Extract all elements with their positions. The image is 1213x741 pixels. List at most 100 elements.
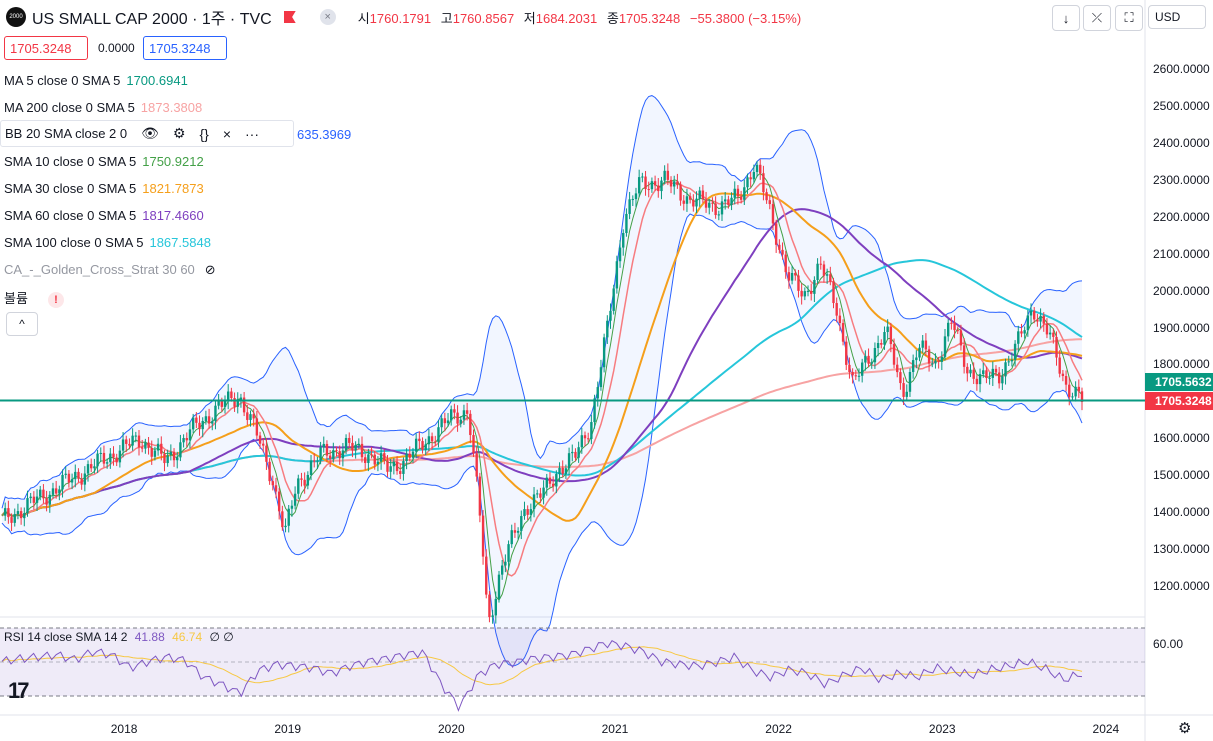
candle	[1064, 370, 1068, 392]
price-axis-label: 2400.0000	[1153, 135, 1210, 150]
candle	[768, 194, 771, 210]
close-value: 1705.3248	[618, 10, 681, 26]
candle	[991, 361, 994, 387]
legend-collapse-button[interactable]: ^	[6, 312, 38, 336]
candle	[641, 172, 644, 183]
candle	[430, 432, 434, 450]
legend-strategy[interactable]: CA_-_Golden_Cross_Strat 30 60 ⊘	[4, 262, 216, 278]
candle	[743, 179, 746, 205]
sell-price-box[interactable]: 1705.3248	[4, 36, 88, 60]
candle	[943, 328, 947, 361]
candle	[211, 417, 214, 431]
candle	[121, 432, 125, 458]
candle	[258, 431, 262, 449]
candle	[316, 456, 319, 469]
gear-icon[interactable]: ⚙	[172, 125, 186, 141]
currency-selector[interactable]: USD	[1148, 5, 1206, 29]
candle	[459, 416, 462, 428]
candle	[612, 284, 615, 315]
candle	[682, 195, 685, 211]
candle	[54, 480, 58, 499]
candle	[510, 524, 513, 548]
legend-volume[interactable]: 볼륨!	[4, 288, 64, 308]
candle	[131, 428, 134, 451]
candle	[169, 444, 173, 461]
candle	[848, 357, 851, 379]
candle	[803, 287, 807, 301]
down-arrow-button[interactable]: ↓	[1052, 5, 1080, 31]
candle	[1036, 313, 1039, 327]
candle	[985, 366, 988, 384]
settings-icon[interactable]: ⚙	[1178, 720, 1192, 737]
candle	[606, 315, 609, 345]
candle	[679, 181, 682, 206]
collapse-button[interactable]: ⤫	[1083, 5, 1111, 31]
code-icon[interactable]: {}	[199, 125, 209, 142]
legend-sma10[interactable]: SMA 10 close 0 SMA 5 1750.9212	[4, 154, 204, 169]
symbol-title[interactable]: US SMALL CAP 2000 · 1주 · TVC	[32, 11, 272, 28]
candle	[1042, 312, 1045, 332]
candle	[714, 196, 717, 219]
candle	[262, 438, 265, 453]
legend-label: BB 20 SMA close 2 0	[5, 126, 128, 141]
candle	[51, 482, 55, 499]
remove-icon[interactable]: ×	[222, 125, 232, 142]
candle	[781, 242, 784, 260]
bb-fill	[2, 95, 1082, 666]
legend-bb[interactable]: BB 20 SMA close 2 0 👁 ⚙ {} × ···	[0, 120, 294, 147]
more-icon[interactable]: ···	[245, 125, 260, 142]
candle	[383, 449, 386, 465]
bb-upper-line	[1, 95, 1083, 509]
candle	[102, 445, 106, 468]
legend-sma30[interactable]: SMA 30 close 0 SMA 5 1821.7873	[4, 181, 204, 196]
candle	[1001, 368, 1004, 390]
candle	[77, 468, 80, 483]
candle	[551, 476, 555, 492]
fullscreen-button[interactable]: ⛶	[1115, 5, 1143, 31]
candle	[472, 429, 475, 457]
candle	[271, 475, 274, 491]
candle	[246, 404, 249, 426]
candle	[191, 413, 195, 434]
candle	[972, 362, 975, 385]
price-axis-label: 2000.0000	[1153, 283, 1210, 298]
legend-ma200[interactable]: MA 200 close 0 SMA 5 1873.3808	[4, 100, 202, 115]
candle	[555, 470, 558, 494]
candle	[736, 185, 740, 205]
eye-icon[interactable]: 👁	[141, 125, 159, 141]
candle	[39, 485, 42, 501]
candle	[1004, 358, 1007, 385]
hidden-eye-icon[interactable]: ⊘	[204, 262, 216, 277]
rsi-legend[interactable]: RSI 14 close SMA 14 2 41.88 46.74 ∅ ∅	[4, 630, 234, 644]
candle	[456, 405, 459, 432]
candle	[450, 405, 453, 426]
flag-icon[interactable]	[283, 11, 296, 23]
candle	[634, 187, 638, 208]
candle	[876, 335, 880, 357]
collapse-icon: ⤫	[1091, 10, 1103, 25]
candle	[357, 438, 361, 449]
warning-icon[interactable]: !	[47, 292, 64, 308]
legend-sma100[interactable]: SMA 100 close 0 SMA 5 1867.5848	[4, 235, 211, 250]
candle	[290, 500, 294, 517]
candle	[373, 450, 376, 470]
candle	[615, 255, 619, 294]
candle	[886, 319, 889, 339]
close-icon[interactable]: ×	[319, 9, 336, 25]
candle	[586, 432, 590, 443]
legend-label: SMA 60 close 0 SMA 5	[4, 208, 137, 223]
legend-ma5[interactable]: MA 5 close 0 SMA 5 1700.6941	[4, 73, 188, 88]
candle	[596, 381, 599, 407]
legend-sma60[interactable]: SMA 60 close 0 SMA 5 1817.4660	[4, 208, 204, 223]
buy-price-box[interactable]: 1705.3248	[143, 36, 227, 60]
candle	[7, 500, 10, 524]
tradingview-logo[interactable]: 17	[8, 678, 30, 703]
candle	[583, 431, 587, 447]
candle	[892, 338, 896, 369]
candle	[389, 458, 392, 479]
change-value: −55.3800 (−3.15%)	[689, 10, 802, 26]
candle	[363, 453, 367, 470]
candle	[564, 464, 568, 479]
legend-label: SMA 100 close 0 SMA 5	[4, 235, 144, 250]
